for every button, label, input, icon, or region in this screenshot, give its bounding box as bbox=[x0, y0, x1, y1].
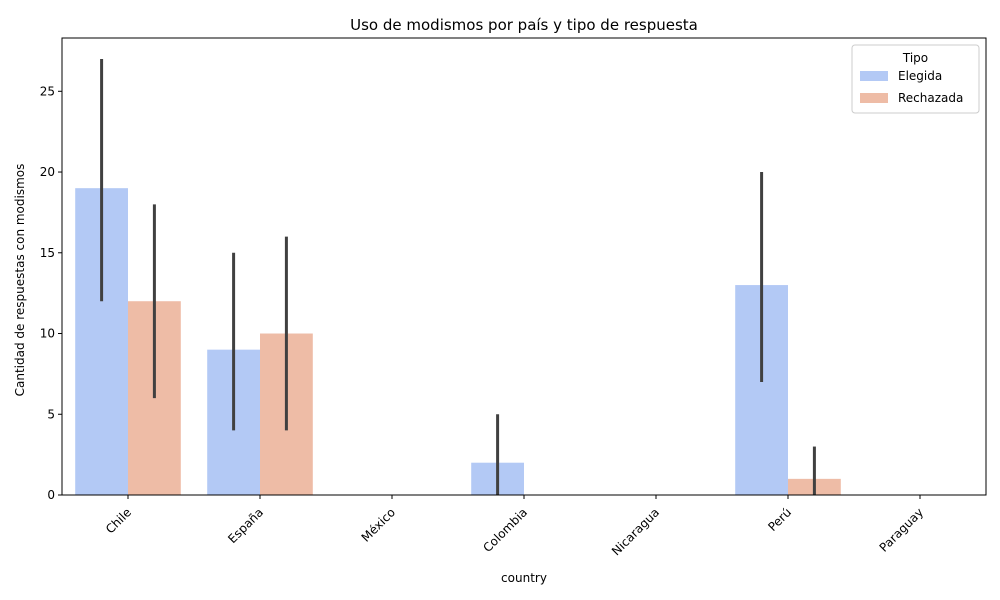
x-tick-label: Perú bbox=[765, 505, 794, 534]
y-tick-label: 0 bbox=[47, 488, 55, 502]
y-tick-label: 25 bbox=[40, 84, 55, 98]
x-tick-label: Nicaragua bbox=[609, 505, 662, 558]
x-tick-label: España bbox=[225, 505, 266, 546]
legend-swatch-rechazada bbox=[860, 93, 888, 103]
x-tick-label: Paraguay bbox=[877, 505, 927, 555]
legend: Tipo Elegida Rechazada bbox=[851, 44, 980, 114]
plot-area bbox=[75, 58, 841, 495]
x-tick-label: Chile bbox=[103, 505, 134, 536]
axes-frame bbox=[61, 37, 987, 496]
y-tick-label: 15 bbox=[40, 246, 55, 260]
legend-title: Tipo bbox=[902, 51, 928, 65]
y-tick-label: 10 bbox=[40, 327, 55, 341]
legend-label-rechazada: Rechazada bbox=[898, 91, 963, 105]
y-axis-label: Cantidad de respuestas con modismos bbox=[13, 164, 27, 397]
legend-label-elegida: Elegida bbox=[898, 69, 942, 83]
chart-title: Uso de modismos por país y tipo de respu… bbox=[350, 16, 698, 34]
x-axis-label: country bbox=[501, 571, 547, 585]
x-tick-label: México bbox=[359, 505, 399, 545]
y-tick-label: 20 bbox=[40, 165, 55, 179]
y-tick-label: 5 bbox=[47, 407, 55, 421]
x-tick-label: Colombia bbox=[480, 505, 530, 555]
legend-swatch-elegida bbox=[860, 71, 888, 81]
